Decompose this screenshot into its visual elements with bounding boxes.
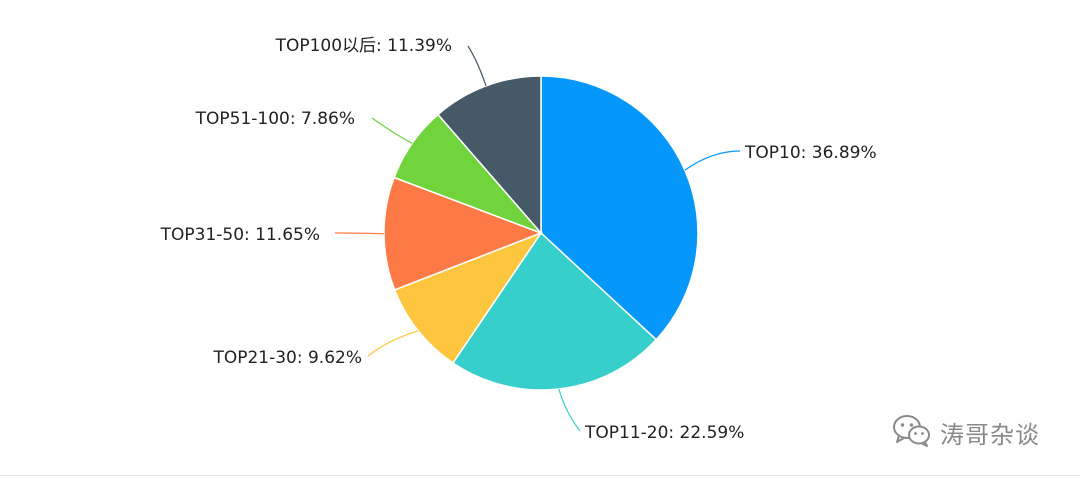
pie-slices xyxy=(383,75,699,391)
divider xyxy=(0,475,1080,476)
slice-label: TOP31-50: 11.65% xyxy=(160,225,320,245)
pie-slice-top11-20 xyxy=(451,231,658,391)
leader-line xyxy=(467,45,487,87)
leader-line xyxy=(371,117,413,144)
pie-slice-top100- xyxy=(436,75,542,236)
slice-label: TOP21-30: 9.62% xyxy=(212,348,362,368)
slice-label: TOP51-100: 7.86% xyxy=(195,109,355,129)
leader-line xyxy=(334,232,385,235)
slice-label: TOP100以后: 11.39% xyxy=(275,36,452,56)
wechat-icon xyxy=(892,413,932,451)
leader-line xyxy=(367,330,419,357)
leader-lines xyxy=(334,45,741,432)
watermark: 涛哥杂谈 xyxy=(892,412,1040,452)
watermark-text: 涛哥杂谈 xyxy=(940,420,1040,449)
slice-labels: TOP10: 36.89% TOP11-20: 22.59% TOP21-30: 9… xyxy=(160,36,877,443)
pie-slice-top10 xyxy=(540,75,699,341)
leader-line xyxy=(558,388,581,432)
leader-line xyxy=(684,150,741,171)
slice-label: TOP11-20: 22.59% xyxy=(584,423,744,443)
pie-slice-top21-30 xyxy=(393,231,543,365)
slice-label: TOP10: 36.89% xyxy=(744,143,877,163)
